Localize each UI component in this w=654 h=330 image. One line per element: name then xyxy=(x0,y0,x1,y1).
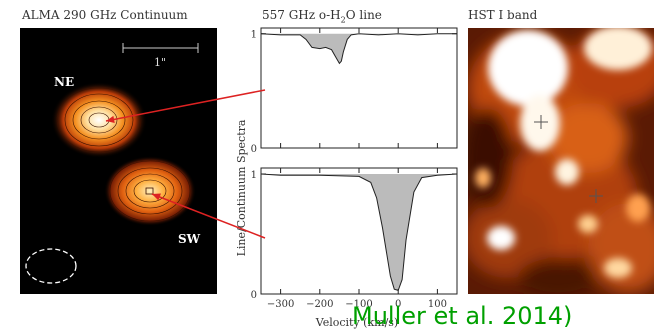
spectrum-xtick-label: 100 xyxy=(428,299,447,310)
spectrum-bottom-panel: 1 0 −300 −200 −100 0 100 xyxy=(251,167,458,310)
arrow-to-ne xyxy=(105,89,266,124)
citation-text: Muller et al. 2014) xyxy=(352,302,573,330)
hst-cross-sw xyxy=(589,189,603,203)
spectrum-bottom-ytick-0: 0 xyxy=(251,290,257,301)
hst-cross-ne xyxy=(534,115,548,129)
spectrum-xtick-label: −200 xyxy=(306,299,333,310)
beam-ellipse xyxy=(25,248,77,284)
ne-source-blob xyxy=(51,82,147,158)
hst-image xyxy=(463,26,654,298)
scale-bar xyxy=(122,43,199,53)
spectrum-bottom-ytick-1: 1 xyxy=(251,170,257,181)
spectra-ylabel: Line/Continuum Spectra xyxy=(235,119,248,256)
spectrum-top-panel: 10 xyxy=(251,27,458,155)
spectra-title-suffix: O line xyxy=(345,8,382,22)
hst-bright-knots xyxy=(475,26,652,278)
arrow-to-sw xyxy=(151,193,266,239)
spectrum-top-absorption-fill xyxy=(261,33,457,64)
spectrum-xtick-label: −100 xyxy=(345,299,372,310)
spectrum-top-line xyxy=(260,33,457,65)
spectrum-top-ytick-1: 1 xyxy=(251,30,257,41)
spectra-title-subscript: 2 xyxy=(340,15,346,25)
sw-source-blob xyxy=(104,156,196,226)
hst-panel-title: HST I band xyxy=(468,8,538,22)
alma-contour-map: 1" NE SW xyxy=(20,28,217,294)
spectrum-top-ytick-0: 0 xyxy=(251,144,257,155)
spectrum-xtick-label: −300 xyxy=(267,299,294,310)
arrows xyxy=(105,89,266,239)
alma-background xyxy=(20,28,217,294)
spectrum-bottom-absorption-fill xyxy=(261,174,457,291)
spectra-panel-title: 557 GHz o-H2O line xyxy=(262,8,382,24)
sw-label: SW xyxy=(178,232,201,246)
spectrum-bottom-line xyxy=(260,173,458,292)
alma-continuum-image: 1" NE SW xyxy=(20,28,217,294)
spectra-title-prefix: 557 GHz o-H xyxy=(262,8,341,22)
spectrum-xtick-label: 0 xyxy=(395,299,401,310)
hst-image-map xyxy=(463,26,654,298)
spectrum-top-frame xyxy=(260,27,458,149)
scale-bar-label: 1" xyxy=(154,56,166,69)
ne-label: NE xyxy=(54,75,74,89)
spectrum-bottom-frame xyxy=(260,167,458,295)
spectra-xlabel: Velocity (km/s) xyxy=(315,316,398,329)
alma-panel-title: ALMA 290 GHz Continuum xyxy=(22,8,188,22)
